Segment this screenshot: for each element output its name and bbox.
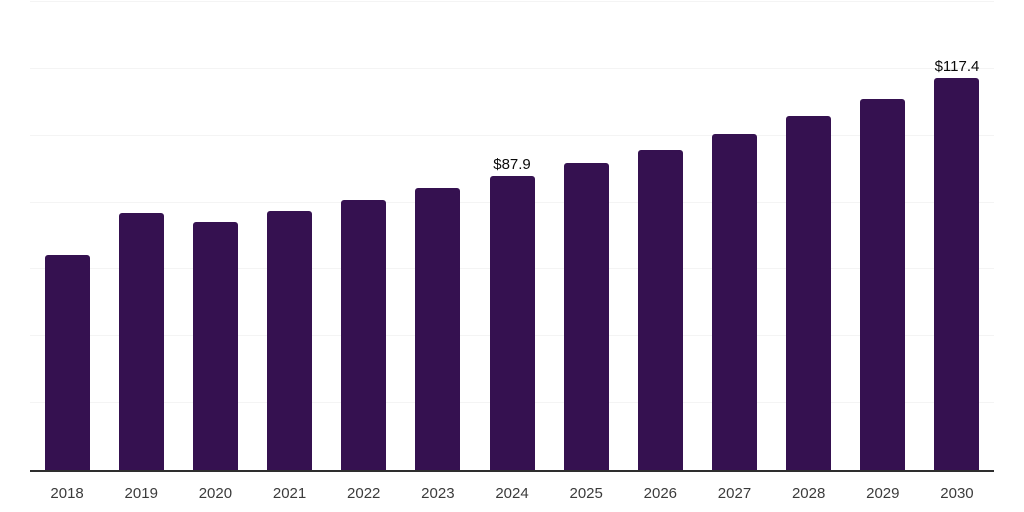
bar-slot-2023 [401, 2, 475, 470]
bar-2025 [563, 163, 609, 470]
bar-2020 [192, 221, 238, 470]
x-tick-2022: 2022 [347, 485, 381, 502]
bar-slot-2026 [623, 2, 697, 470]
bar-2018 [44, 255, 90, 470]
bar-2022 [341, 200, 387, 470]
data-label-2030: $117.4 [934, 57, 980, 75]
x-tick-2024: 2024 [495, 485, 529, 502]
x-axis-line [30, 470, 994, 472]
bar-slot-2027 [697, 2, 771, 470]
x-tick-2028: 2028 [791, 485, 826, 502]
x-tick-2025: 2025 [569, 485, 603, 502]
x-tick-2019: 2019 [124, 485, 158, 502]
bar-slot-2018 [30, 2, 104, 470]
bar-2021 [267, 210, 313, 470]
x-tick-2027: 2027 [717, 485, 752, 502]
bar-slot-2022 [327, 2, 401, 470]
x-tick-2026: 2026 [643, 485, 678, 502]
plot-area: $87.9 $117.4 [30, 1, 994, 472]
bar-2028 [786, 116, 832, 470]
bar-2024: $87.9 [489, 156, 535, 470]
bar-slot-2029 [846, 2, 920, 470]
bar-2030: $117.4 [934, 58, 980, 470]
x-tick-2029: 2029 [866, 485, 900, 502]
bar-slot-2028 [772, 2, 846, 470]
x-tick-2030: 2030 [940, 485, 974, 502]
x-tick-2021: 2021 [272, 485, 307, 502]
x-tick-2020: 2020 [198, 485, 233, 502]
bar-slot-2024: $87.9 [475, 2, 549, 470]
bar-2027 [711, 134, 757, 470]
bar-slot-2020 [178, 2, 252, 470]
x-axis-labels: 2018 2019 2020 2021 2022 2023 2024 2025 2026 2027… [30, 484, 994, 504]
bar-slot-2030: $117.4 [920, 2, 994, 470]
x-tick-2023: 2023 [421, 485, 455, 502]
bar-slot-2019 [104, 2, 178, 470]
x-tick-2018: 2018 [50, 485, 84, 502]
data-label-2024: $87.9 [493, 156, 531, 174]
bar-2029 [860, 98, 906, 470]
bar-2023 [415, 188, 461, 470]
bar-slot-2021 [252, 2, 326, 470]
bar-slot-2025 [549, 2, 623, 470]
bar-2026 [637, 150, 683, 470]
bar-2019 [118, 212, 164, 470]
